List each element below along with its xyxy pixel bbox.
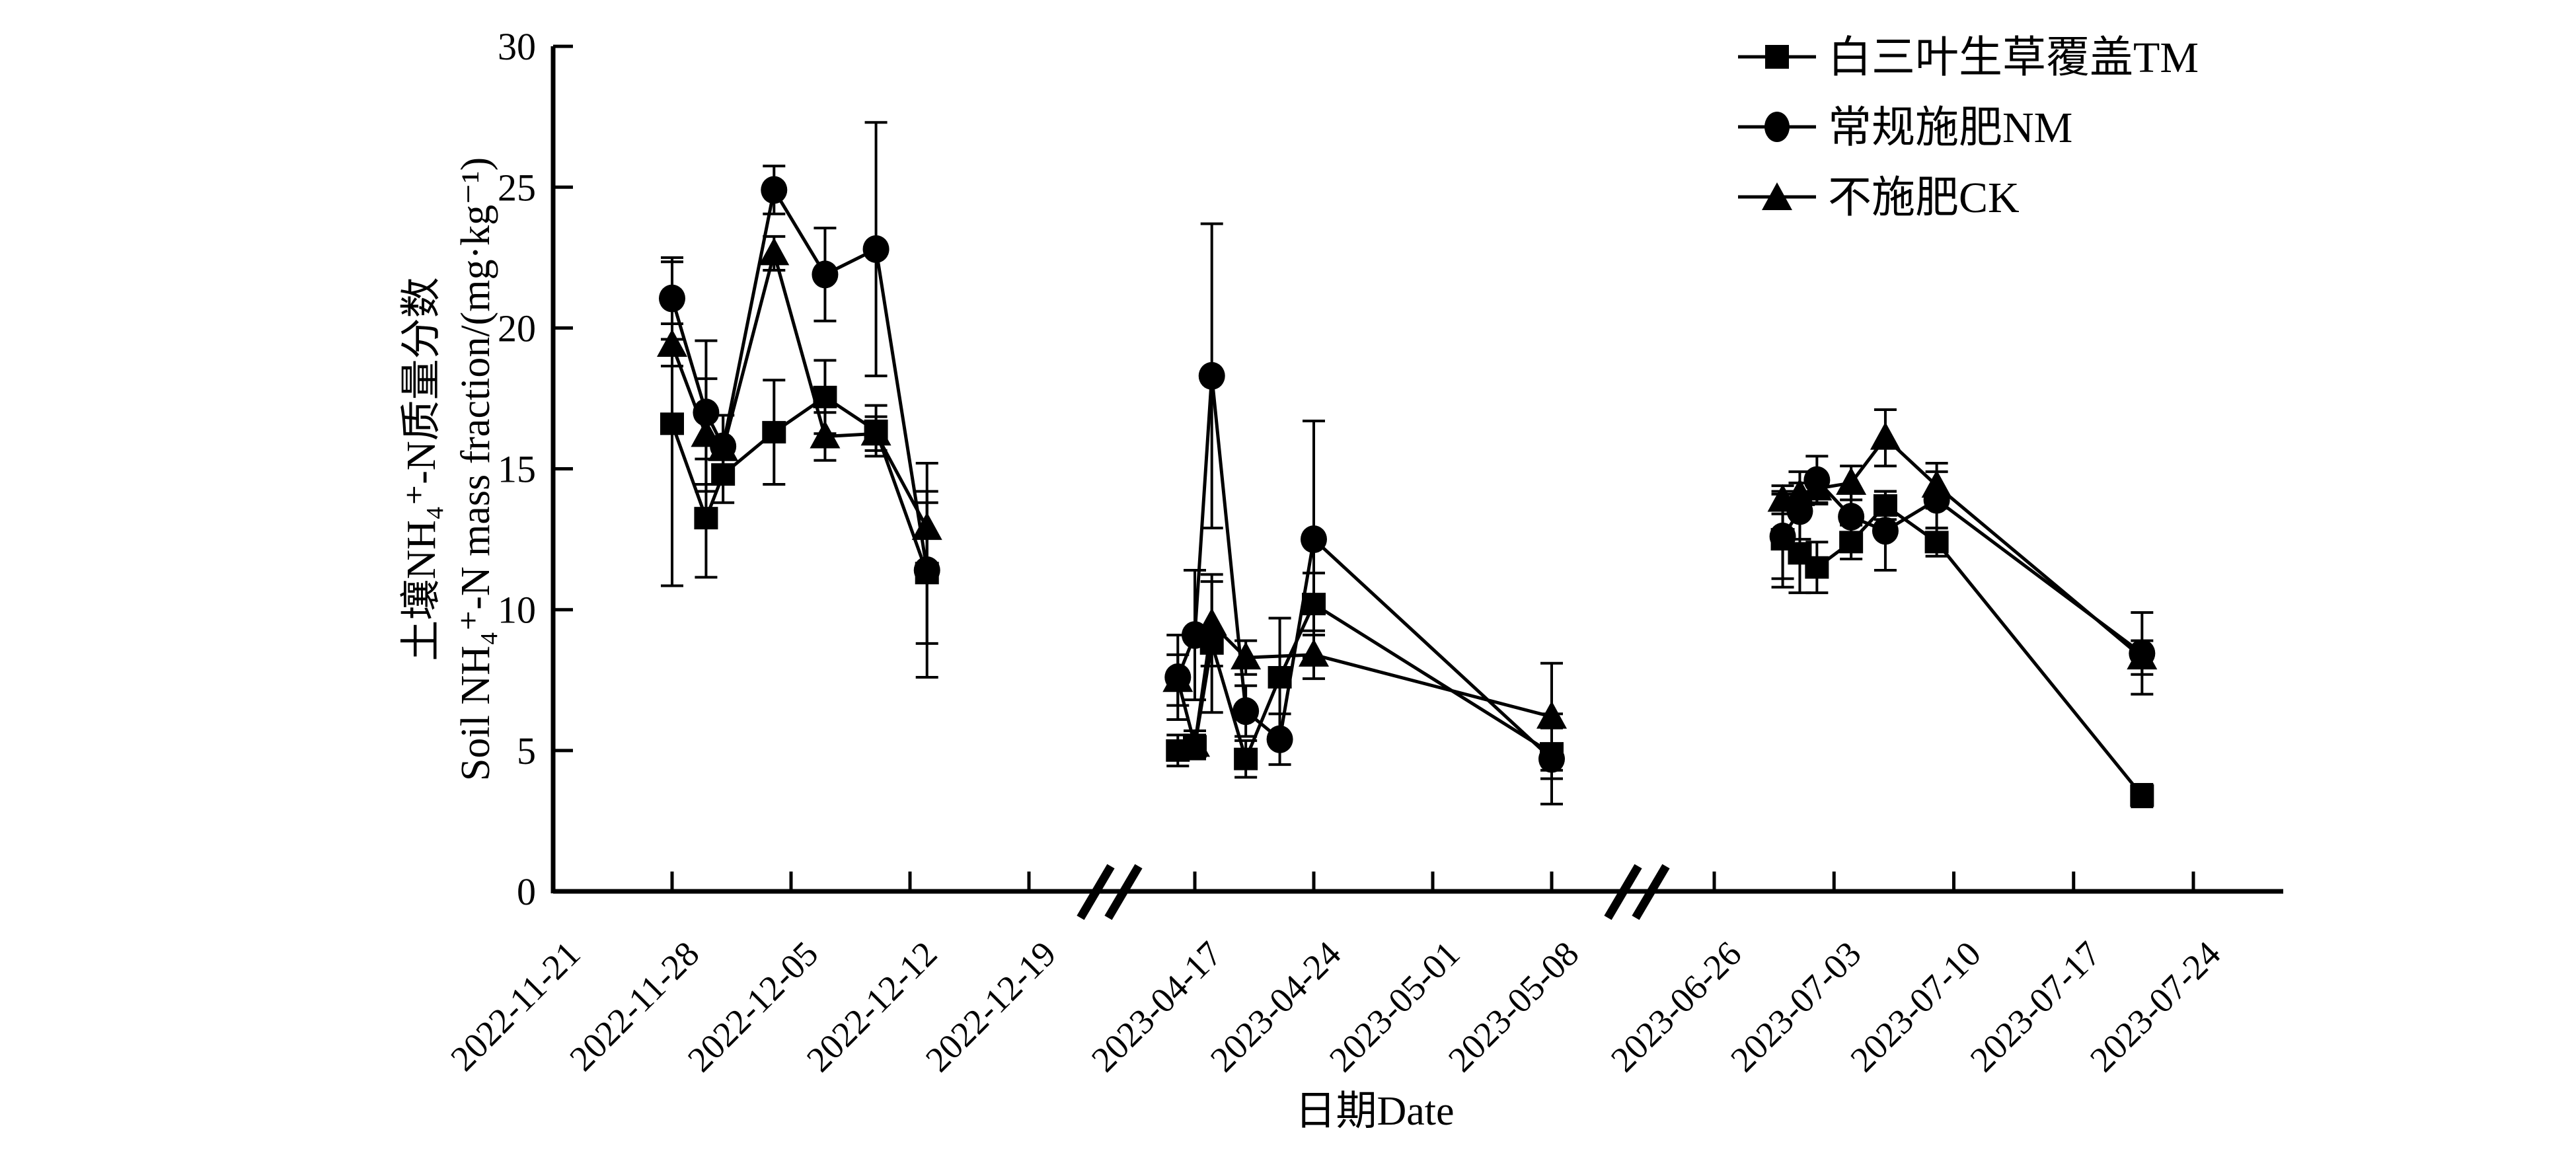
x-tick-label: 2023-06-26 <box>1603 934 1749 1080</box>
data-point-triangle <box>1162 664 1193 692</box>
data-point-circle <box>761 176 788 204</box>
data-point-square <box>1805 556 1829 579</box>
y-tick-label: 15 <box>498 448 536 491</box>
data-point-square <box>694 507 718 530</box>
axis-break-slash-icon <box>1104 864 1143 920</box>
data-point-circle <box>1198 361 1225 390</box>
data-point-circle <box>1838 503 1865 531</box>
y-tick-label: 20 <box>498 307 536 350</box>
axis-break-slash-icon <box>1077 864 1115 920</box>
data-point-triangle <box>911 512 942 540</box>
data-point-triangle <box>1299 638 1329 667</box>
x-tick-label: 2022-12-12 <box>799 934 945 1080</box>
data-point-triangle <box>759 237 790 266</box>
data-point-circle <box>659 284 685 313</box>
data-point-square <box>1234 747 1258 770</box>
series-line-triangle <box>1782 435 2143 659</box>
data-point-triangle <box>810 420 841 449</box>
data-point-circle <box>1769 522 1796 550</box>
y-tick-label: 5 <box>517 729 536 772</box>
legend-circle-marker-icon <box>1764 112 1790 142</box>
data-point-triangle <box>657 328 687 357</box>
data-point-triangle <box>691 419 722 447</box>
y-tick-label: 25 <box>498 166 536 209</box>
x-axis-title: 日期Date <box>1295 1089 1454 1134</box>
data-point-triangle <box>1196 608 1227 636</box>
data-point-triangle <box>860 418 891 446</box>
legend: 白三叶生草覆盖TM 常规施肥NM 不施肥CK <box>1738 34 2199 222</box>
data-point-square <box>1924 531 1949 554</box>
legend-triangle-marker-icon <box>1762 182 1792 210</box>
x-tick-label: 2022-11-21 <box>443 934 587 1078</box>
axis-break-slash-icon <box>1604 864 1642 920</box>
data-point-circle <box>812 260 839 289</box>
data-point-triangle <box>1231 642 1262 670</box>
x-tick-label: 2023-05-08 <box>1441 934 1587 1080</box>
data-point-triangle <box>708 433 739 461</box>
y-axis-title-cn: 土壤NH₄⁺-N质量分数 <box>399 277 444 661</box>
data-point-circle <box>1301 525 1327 554</box>
x-tick-label: 2023-07-10 <box>1842 934 1989 1080</box>
data-point-triangle <box>1836 466 1867 495</box>
x-tick-label: 2022-12-19 <box>918 934 1064 1080</box>
legend-item-tm: 白三叶生草覆盖TM <box>1738 34 2199 82</box>
x-tick-label: 2023-07-03 <box>1723 934 1869 1080</box>
x-tick-label: 2023-05-01 <box>1322 934 1468 1080</box>
data-point-circle <box>1232 697 1260 726</box>
x-tick-label: 2022-12-05 <box>680 934 826 1080</box>
y-axis-title-en: Soil NH₄⁺-N mass fraction/(mg·kg⁻¹) <box>453 157 498 781</box>
data-point-square <box>762 421 786 444</box>
data-point-triangle <box>1921 470 1952 498</box>
legend-item-ck: 不施肥CK <box>1738 174 2020 222</box>
y-tick-label: 30 <box>498 25 536 68</box>
legend-square-marker-icon <box>1765 45 1789 69</box>
x-tick-label: 2023-04-17 <box>1084 934 1230 1080</box>
axis-break-slash-icon <box>1632 864 1670 920</box>
data-point-triangle <box>1801 472 1833 501</box>
legend-label-ck: 不施肥CK <box>1828 174 2020 222</box>
legend-item-nm: 常规施肥NM <box>1738 104 2072 152</box>
data-point-circle <box>862 235 890 264</box>
data-point-circle <box>1266 725 1293 753</box>
legend-label-tm: 白三叶生草覆盖TM <box>1828 34 2199 82</box>
y-tick-label: 0 <box>517 870 536 913</box>
x-tick-label: 2023-07-24 <box>2082 934 2228 1080</box>
data-point-triangle <box>1870 422 1901 450</box>
data-point-circle <box>1872 517 1899 545</box>
series-line-square <box>1782 503 2144 797</box>
data-point-square <box>660 412 684 435</box>
data-point-triangle <box>1180 729 1210 757</box>
data-point-triangle <box>2127 642 2158 670</box>
y-tick-label: 10 <box>498 589 536 632</box>
data-point-triangle <box>1536 700 1567 729</box>
x-tick-label: 2023-07-17 <box>1963 934 2109 1080</box>
data-point-square <box>2130 784 2154 807</box>
legend-label-nm: 常规施肥NM <box>1828 104 2072 152</box>
series-line-triangle <box>670 246 928 529</box>
series-line-triangle <box>1176 620 1552 745</box>
x-tick-label: 2023-04-24 <box>1203 934 1349 1080</box>
series-line-square <box>1177 601 1553 764</box>
